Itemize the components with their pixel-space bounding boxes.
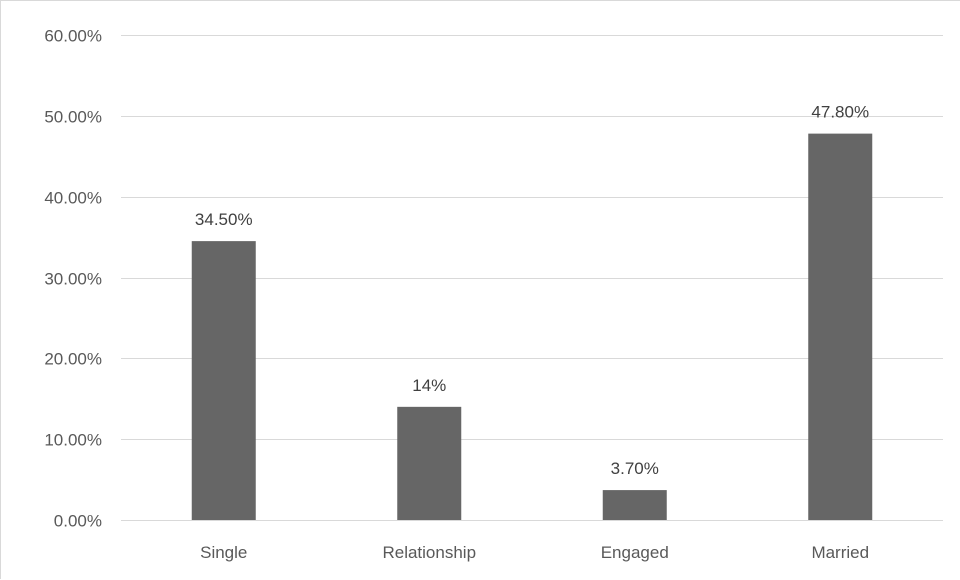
gridlines <box>121 35 943 521</box>
y-axis-tick-labels: 0.00% 10.00% 20.00% 30.00% 40.00% 50.00% 60.00… <box>44 27 102 531</box>
y-tick-label: 40.00% <box>44 189 102 208</box>
category-label-married: Married <box>811 543 869 562</box>
y-tick-label: 0.00% <box>54 512 102 531</box>
data-label-engaged: 3.70% <box>611 459 659 478</box>
x-axis-category-labels: Single Relationship Engaged Married <box>200 543 869 562</box>
bar-relationship <box>397 406 462 520</box>
y-tick-label: 10.00% <box>44 431 102 450</box>
data-labels: 34.50% 14% 3.70% 47.80% <box>195 103 869 478</box>
y-tick-label: 50.00% <box>44 108 102 127</box>
bar-engaged <box>602 490 667 520</box>
bar-single <box>191 241 256 520</box>
category-label-engaged: Engaged <box>601 543 669 562</box>
y-tick-label: 20.00% <box>44 350 102 369</box>
category-label-relationship: Relationship <box>382 543 476 562</box>
category-label-single: Single <box>200 543 247 562</box>
data-label-single: 34.50% <box>195 210 253 229</box>
y-tick-label: 60.00% <box>44 27 102 46</box>
data-label-married: 47.80% <box>811 103 869 122</box>
bar-married <box>808 133 873 520</box>
y-tick-label: 30.00% <box>44 270 102 289</box>
data-label-relationship: 14% <box>412 376 446 395</box>
bars <box>191 133 873 520</box>
